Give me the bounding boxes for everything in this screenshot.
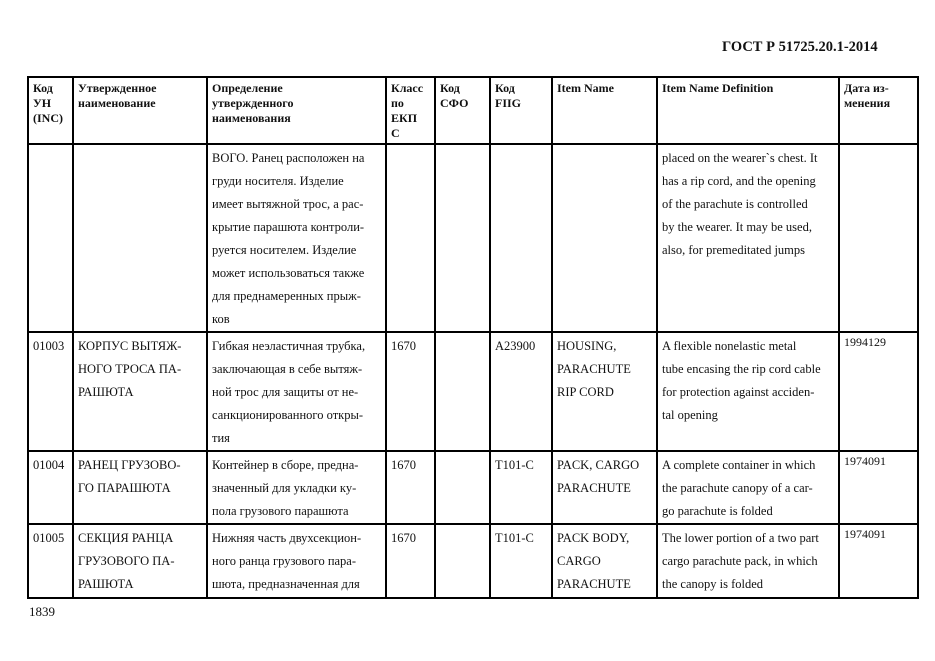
cell-definition: Контейнер в сборе, предна- значенный для… — [206, 450, 387, 525]
column-header-item-name: Item Name — [551, 76, 658, 145]
cell-approved-name: РАНЕЦ ГРУЗОВО- ГО ПАРАШЮТА — [72, 450, 208, 525]
cell-fiig-code: T101-C — [489, 450, 553, 525]
cell-item-name — [551, 143, 658, 333]
cell-inc-code: 01004 — [27, 450, 74, 525]
cell-inc-code — [27, 143, 74, 333]
cell-change-date: 1974091 — [838, 523, 919, 599]
column-header-approved-name: Утвержденное наименование — [72, 76, 208, 145]
column-header-item-name-definition: Item Name Definition — [656, 76, 840, 145]
column-header-inc-code: Код УН (INC) — [27, 76, 74, 145]
table-row: 01003 КОРПУС ВЫТЯЖ- НОГО ТРОСА ПА- РАШЮТА… — [27, 331, 919, 452]
cell-item-name: PACK BODY, CARGO PARACHUTE — [551, 523, 658, 599]
cell-sfo-code — [434, 143, 491, 333]
cell-approved-name — [72, 143, 208, 333]
cell-definition: Нижняя часть двухсекцион- ного ранца гру… — [206, 523, 387, 599]
cell-item-name-definition: placed on the wearer`s chest. It has a r… — [656, 143, 840, 333]
column-header-change-date: Дата из- менения — [838, 76, 919, 145]
table-row: 01004 РАНЕЦ ГРУЗОВО- ГО ПАРАШЮТА Контейнер… — [27, 450, 919, 525]
cell-sfo-code — [434, 450, 491, 525]
cell-fiig-code — [489, 143, 553, 333]
cell-fiig-code: T101-C — [489, 523, 553, 599]
cell-change-date: 1974091 — [838, 450, 919, 525]
page-number: 1839 — [29, 604, 55, 619]
column-header-sfo-code: Код СФО — [434, 76, 491, 145]
cell-change-date: 1994129 — [838, 331, 919, 452]
cell-item-name-definition: A flexible nonelastic metal tube encasin… — [656, 331, 840, 452]
column-header-definition: Определение утвержденного наименования — [206, 76, 387, 145]
document-id: ГОСТ Р 51725.20.1-2014 — [722, 39, 878, 55]
cell-sfo-code — [434, 523, 491, 599]
cell-item-name: HOUSING, PARACHUTE RIP CORD — [551, 331, 658, 452]
catalog-table: Код УН (INC) Утвержденное наименование Опр… — [27, 76, 919, 599]
cell-item-name-definition: A complete container in which the parach… — [656, 450, 840, 525]
cell-ekps-class: 1670 — [385, 523, 436, 599]
column-header-fiig-code: Код FIIG — [489, 76, 553, 145]
cell-sfo-code — [434, 331, 491, 452]
cell-approved-name: КОРПУС ВЫТЯЖ- НОГО ТРОСА ПА- РАШЮТА — [72, 331, 208, 452]
cell-change-date — [838, 143, 919, 333]
table-header-row: Код УН (INC) Утвержденное наименование Опр… — [27, 76, 919, 145]
cell-approved-name: СЕКЦИЯ РАНЦА ГРУЗОВОГО ПА- РАШЮТА — [72, 523, 208, 599]
cell-definition: ВОГО. Ранец расположен на груди носителя… — [206, 143, 387, 333]
cell-ekps-class: 1670 — [385, 450, 436, 525]
cell-ekps-class — [385, 143, 436, 333]
cell-ekps-class: 1670 — [385, 331, 436, 452]
cell-inc-code: 01003 — [27, 331, 74, 452]
column-header-ekps-class: Класс по ЕКП С — [385, 76, 436, 145]
table-row: 01005 СЕКЦИЯ РАНЦА ГРУЗОВОГО ПА- РАШЮТА Ни… — [27, 523, 919, 599]
cell-item-name: PACK, CARGO PARACHUTE — [551, 450, 658, 525]
cell-fiig-code: A23900 — [489, 331, 553, 452]
table-row: ВОГО. Ранец расположен на груди носителя… — [27, 143, 919, 333]
cell-definition: Гибкая неэластичная трубка, заключающая … — [206, 331, 387, 452]
cell-item-name-definition: The lower portion of a two part cargo pa… — [656, 523, 840, 599]
cell-inc-code: 01005 — [27, 523, 74, 599]
